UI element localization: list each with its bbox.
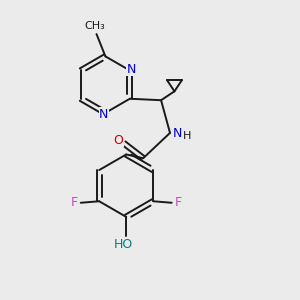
Text: N: N <box>173 127 182 140</box>
Text: O: O <box>113 134 123 147</box>
Text: CH₃: CH₃ <box>85 21 105 31</box>
Text: N: N <box>99 108 109 121</box>
Text: HO: HO <box>114 238 133 251</box>
Text: F: F <box>175 196 182 209</box>
Text: N: N <box>127 62 136 76</box>
Text: H: H <box>182 131 191 142</box>
Text: F: F <box>71 196 78 209</box>
